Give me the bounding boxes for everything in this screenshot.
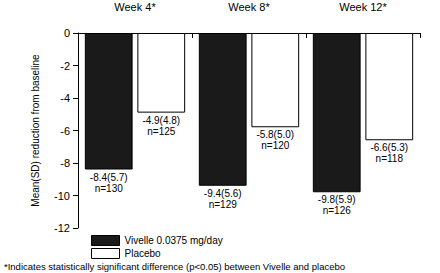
svg-text:-6.6(5.3): -6.6(5.3) [370, 142, 408, 153]
svg-text:-4: -4 [60, 92, 70, 104]
svg-text:-2: -2 [60, 60, 70, 72]
svg-text:n=120: n=120 [261, 140, 290, 151]
svg-text:n=125: n=125 [147, 126, 176, 137]
svg-text:n=129: n=129 [209, 199, 238, 210]
svg-text:Week 12*: Week 12* [339, 1, 387, 13]
svg-text:Week 8*: Week 8* [228, 1, 270, 13]
svg-text:Mean(SD) reduction from baseli: Mean(SD) reduction from baseline [30, 54, 41, 207]
svg-text:Placebo: Placebo [125, 248, 162, 259]
svg-text:n=126: n=126 [323, 205, 352, 216]
svg-text:Vivelle 0.0375 mg/day: Vivelle 0.0375 mg/day [125, 235, 223, 246]
svg-text:Week 4*: Week 4* [114, 1, 156, 13]
svg-text:-10: -10 [54, 190, 70, 202]
svg-text:n=118: n=118 [376, 153, 404, 164]
svg-text:-12: -12 [54, 222, 70, 234]
svg-text:*Indicates statistically signi: *Indicates statistically significant dif… [4, 261, 345, 272]
svg-text:n=130: n=130 [95, 183, 124, 194]
svg-text:0: 0 [64, 27, 70, 39]
svg-text:-9.8(5.9): -9.8(5.9) [318, 194, 356, 205]
svg-text:-9.4(5.6): -9.4(5.6) [204, 188, 242, 199]
svg-text:-4.9(4.8): -4.9(4.8) [142, 115, 180, 126]
svg-text:-8: -8 [60, 157, 70, 169]
svg-text:-6: -6 [60, 125, 70, 137]
svg-text:-8.4(5.7): -8.4(5.7) [90, 172, 128, 183]
svg-text:-5.8(5.0): -5.8(5.0) [256, 129, 294, 140]
